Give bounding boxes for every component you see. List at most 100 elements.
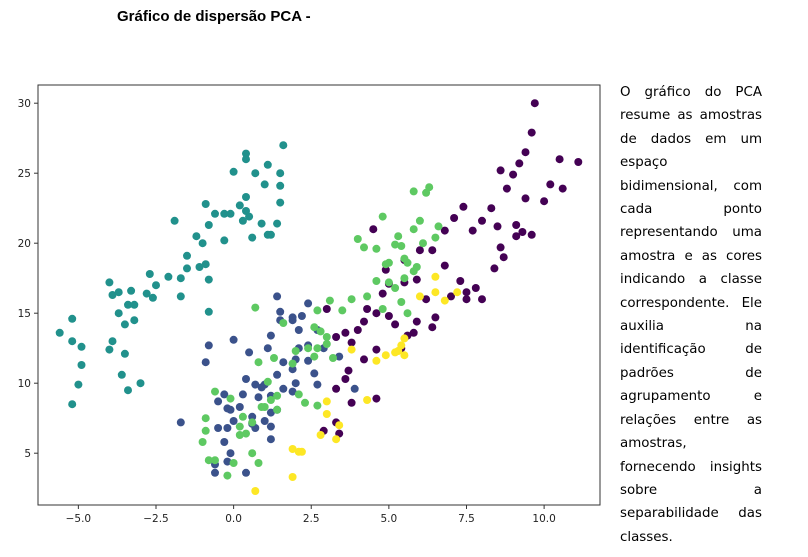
scatter-point xyxy=(136,379,145,388)
scatter-point xyxy=(363,396,372,404)
scatter-point xyxy=(276,181,285,190)
scatter-point xyxy=(130,300,139,309)
scatter-point xyxy=(412,275,421,284)
scatter-point xyxy=(400,351,409,360)
scatter-point xyxy=(245,348,254,357)
scatter-point xyxy=(201,260,210,269)
scatter-point xyxy=(468,226,477,235)
scatter-point xyxy=(77,342,86,351)
scatter-point xyxy=(322,333,331,341)
y-axis: 5 10 15 20 25 30 xyxy=(18,98,38,460)
scatter-point xyxy=(248,233,257,242)
scatter-point xyxy=(238,412,247,421)
scatter-point xyxy=(391,320,400,329)
scatter-point xyxy=(329,354,337,362)
scatter-point xyxy=(431,233,440,242)
series-3 xyxy=(198,183,443,480)
scatter-point xyxy=(509,170,518,179)
scatter-point xyxy=(313,344,322,353)
scatter-point xyxy=(254,358,263,367)
scatter-point xyxy=(347,398,356,407)
scatter-point xyxy=(400,334,409,343)
scatter-point xyxy=(363,305,372,313)
scatter-point xyxy=(360,317,368,326)
scatter-point xyxy=(332,333,341,341)
scatter-point xyxy=(428,246,437,255)
scatter-point xyxy=(148,293,157,302)
scatter-point xyxy=(415,292,424,301)
scatter-point xyxy=(276,169,285,178)
scatter-point xyxy=(235,431,244,439)
scatter-point xyxy=(369,225,378,234)
scatter-point xyxy=(350,384,359,393)
scatter-point xyxy=(226,394,235,403)
scatter-point xyxy=(77,361,86,369)
scatter-point xyxy=(220,390,229,399)
scatter-point xyxy=(391,348,400,357)
scatter-point xyxy=(291,379,300,388)
description-text: O gráfico do PCA resume as amostras de d… xyxy=(620,85,762,545)
scatter-point xyxy=(235,422,244,431)
scatter-point xyxy=(145,270,154,278)
x-tick-label: −2.5 xyxy=(143,513,169,525)
scatter-point xyxy=(341,328,350,337)
scatter-point xyxy=(229,417,238,425)
scatter-point xyxy=(521,194,530,203)
scatter-point xyxy=(409,225,418,234)
scatter-point xyxy=(257,383,266,392)
scatter-point xyxy=(142,289,151,298)
scatter-point xyxy=(214,397,223,406)
scatter-point xyxy=(226,405,235,414)
scatter-point xyxy=(117,370,126,379)
scatter-point xyxy=(211,468,219,477)
scatter-point xyxy=(297,447,306,456)
scatter-point xyxy=(266,408,275,417)
scatter-point xyxy=(108,337,117,346)
scatter-point xyxy=(428,323,437,332)
scatter-point xyxy=(372,356,381,365)
scatter-point xyxy=(471,284,480,292)
scatter-point xyxy=(391,284,400,292)
scatter-point xyxy=(363,292,372,301)
scatter-point xyxy=(294,390,303,399)
scatter-point xyxy=(220,236,229,245)
scatter-point xyxy=(130,316,139,325)
scatter-point xyxy=(220,438,229,446)
scatter-point xyxy=(211,387,219,396)
y-tick-label: 30 xyxy=(18,98,31,110)
scatter-point xyxy=(257,403,266,411)
y-tick-label: 15 xyxy=(18,308,31,320)
series-0 xyxy=(319,99,583,438)
scatter-point xyxy=(229,335,238,344)
scatter-point xyxy=(201,426,210,435)
y-tick-label: 25 xyxy=(18,168,31,180)
scatter-point xyxy=(279,319,288,327)
scatter-point xyxy=(276,307,285,316)
scatter-point xyxy=(304,299,313,308)
scatter-point xyxy=(120,320,129,329)
scatter-point xyxy=(419,239,427,248)
scatter-point xyxy=(257,219,266,228)
scatter-point xyxy=(301,398,309,407)
series-2 xyxy=(55,141,288,409)
scatter-point xyxy=(214,424,223,432)
scatter-point xyxy=(322,410,331,418)
scatter-point xyxy=(332,435,341,444)
scatter-point xyxy=(310,352,319,361)
scatter-point xyxy=(242,468,250,477)
x-axis: −5.0 −2.5 0.0 2.5 5.0 7.5 10.0 xyxy=(66,505,556,525)
scatter-point xyxy=(273,219,282,228)
scatter-point xyxy=(447,292,455,301)
scatter-point xyxy=(263,160,272,169)
scatter-point xyxy=(422,295,431,304)
scatter-point xyxy=(226,449,235,458)
scatter-point xyxy=(372,345,381,354)
scatter-point xyxy=(248,449,257,458)
scatter-point xyxy=(288,473,297,481)
scatter-point xyxy=(558,184,567,193)
scatter-point xyxy=(341,375,350,383)
scatter-point xyxy=(378,305,387,313)
scatter-point xyxy=(518,228,527,236)
scatter-point xyxy=(502,184,511,193)
scatter-point xyxy=(276,198,285,207)
